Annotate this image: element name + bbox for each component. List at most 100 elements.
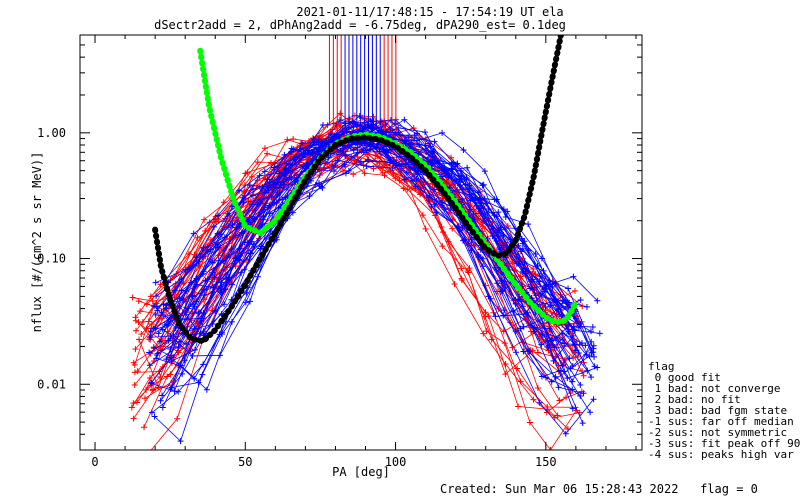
- sample-point: [480, 330, 487, 337]
- sample-point: [200, 268, 207, 275]
- sample-point: [153, 293, 160, 300]
- sample-point: [350, 171, 357, 178]
- sample-point: [235, 256, 242, 263]
- sample-point: [284, 136, 291, 143]
- sample-point: [426, 140, 433, 147]
- sample-point: [422, 225, 429, 232]
- sample-point: [288, 174, 295, 181]
- sample-point: [194, 234, 201, 241]
- sample-point: [149, 298, 156, 305]
- sample-point: [479, 263, 486, 270]
- sample-point: [366, 146, 373, 153]
- y-tick-label: 0.10: [37, 252, 66, 266]
- sample-point: [382, 121, 389, 128]
- sample-point: [172, 324, 179, 331]
- sample-point: [439, 129, 446, 136]
- pitch-angle-marker-lines: [328, 35, 397, 131]
- sample-point: [236, 187, 243, 194]
- sample-point: [356, 113, 363, 120]
- fit-curves: [152, 35, 579, 345]
- sample-point: [216, 352, 223, 359]
- sample-point: [552, 373, 559, 380]
- sample-point: [448, 166, 455, 173]
- sample-point: [229, 203, 236, 210]
- sample-curve: [162, 121, 568, 345]
- sample-point: [302, 151, 309, 158]
- sample-point: [377, 165, 384, 172]
- sample-point: [395, 129, 402, 136]
- sample-point: [250, 186, 257, 193]
- sample-point: [494, 229, 501, 236]
- sample-point: [440, 168, 447, 175]
- sample-point: [145, 451, 151, 457]
- sample-point: [501, 340, 508, 347]
- sample-point: [276, 170, 283, 177]
- sample-point: [519, 269, 526, 276]
- sample-point: [246, 182, 253, 189]
- sample-point: [502, 371, 509, 378]
- sample-point: [566, 355, 573, 362]
- sample-point: [570, 354, 577, 361]
- sample-point: [569, 378, 576, 385]
- sample-point: [229, 281, 236, 288]
- y-axis-label: nflux [#/(cm^2 s sr MeV)]: [30, 152, 44, 333]
- sample-point: [141, 395, 148, 402]
- sample-point: [482, 309, 489, 316]
- sample-point: [541, 285, 548, 292]
- sample-point: [150, 325, 157, 332]
- sample-point: [336, 117, 343, 124]
- plot-frame: [79, 34, 643, 451]
- sample-point: [345, 167, 352, 174]
- sample-point: [475, 215, 482, 222]
- sample-point: [131, 369, 138, 376]
- sample-point: [400, 185, 407, 192]
- sample-point: [379, 170, 386, 177]
- sample-point: [331, 168, 338, 175]
- sample-curve: [149, 138, 570, 359]
- sample-point: [401, 137, 408, 144]
- x-axis-label: PA [deg]: [332, 465, 390, 479]
- sample-point: [536, 399, 543, 406]
- sample-point: [214, 230, 221, 237]
- sample-point: [521, 259, 528, 266]
- sample-point: [131, 382, 138, 389]
- sample-point: [306, 192, 313, 199]
- x-tick-label: 0: [91, 455, 98, 469]
- sample-point: [249, 192, 256, 199]
- sample-point: [516, 308, 523, 315]
- sample-point: [183, 288, 190, 295]
- sample-point: [556, 397, 563, 404]
- sample-point: [176, 295, 183, 302]
- sample-point: [415, 168, 422, 175]
- sample-point: [202, 277, 209, 284]
- sample-point: [433, 209, 440, 216]
- sample-point: [212, 308, 219, 315]
- sample-point: [191, 375, 198, 382]
- sample-point: [174, 415, 181, 422]
- sample-point: [155, 330, 162, 337]
- sample-point: [337, 110, 344, 117]
- sample-curve: [165, 119, 587, 360]
- y-axis-ticks: 0.01 0.10 1.00: [37, 34, 642, 451]
- sample-point: [146, 333, 153, 340]
- sample-point: [495, 209, 502, 216]
- y-tick-label: 1.00: [37, 126, 66, 140]
- sample-point: [141, 424, 148, 431]
- sample-point: [183, 341, 190, 348]
- sample-point: [408, 177, 415, 184]
- sample-point: [242, 299, 249, 306]
- sample-point: [582, 342, 589, 349]
- sample-point: [451, 280, 458, 287]
- sample-point: [248, 173, 255, 180]
- sample-point: [540, 267, 547, 274]
- sample-point: [458, 275, 465, 282]
- sample-point: [149, 387, 156, 394]
- sample-point: [431, 201, 438, 208]
- legend-entry: -3 sus: fit peak off 90: [648, 437, 800, 450]
- sample-point: [150, 344, 157, 351]
- sample-point: [571, 287, 578, 294]
- sample-point: [588, 349, 595, 356]
- sample-point: [159, 363, 166, 370]
- sample-point: [564, 375, 571, 382]
- sample-point: [153, 355, 160, 362]
